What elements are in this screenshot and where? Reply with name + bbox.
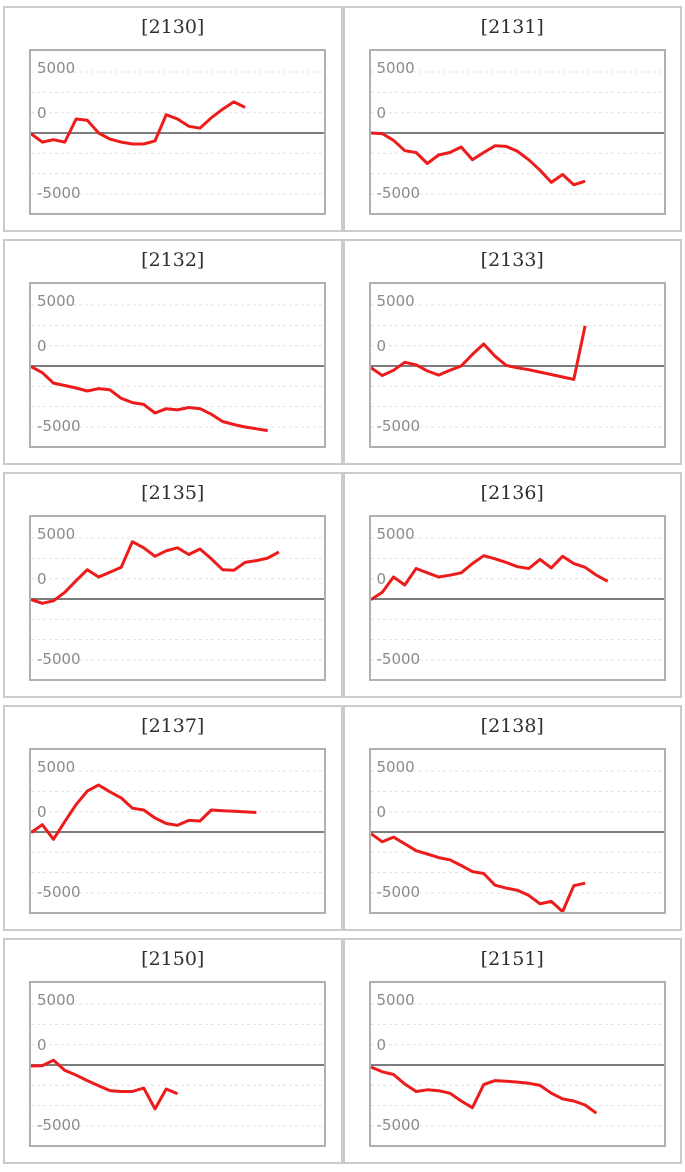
plot-area: 5000 0 -5000: [368, 282, 666, 448]
chart-title: [2151]: [480, 948, 544, 970]
slump-graph: [31, 1003, 324, 1127]
y-tick-label-neg5000: -5000: [376, 650, 421, 668]
panel-row: [2132] 5000 0 -5000 [2133] 5000 0 -5000: [3, 239, 682, 465]
slump-graph: [31, 537, 324, 661]
plot-area: 5000 0 -5000: [368, 515, 666, 681]
y-tick-label-0: 0: [37, 570, 47, 588]
y-tick-label-neg5000: -5000: [37, 184, 81, 202]
y-tick-label-neg5000: -5000: [376, 417, 421, 435]
chart-panel: [2131] 5000 0 -5000: [345, 8, 681, 230]
chart-title: [2136]: [480, 482, 544, 504]
chart-title: [2135]: [141, 482, 205, 504]
panel-row: [2137] 5000 0 -5000 [2138] 5000 0 -5000: [3, 705, 682, 931]
y-tick-label-5000: 5000: [376, 525, 415, 543]
chart-panel: [2132] 5000 0 -5000: [5, 241, 345, 463]
panel-row: [2150] 5000 0 -5000 [2151] 5000 0 -5000: [3, 938, 682, 1164]
chart-title: [2130]: [141, 16, 205, 38]
panel-row: [2135] 5000 0 -5000 [2136] 5000 0 -5000: [3, 472, 682, 698]
y-tick-label-0: 0: [376, 1036, 387, 1054]
slump-graph: [370, 537, 664, 661]
slump-graph: [31, 304, 324, 433]
slump-graph: [31, 71, 324, 195]
y-tick-label-neg5000: -5000: [376, 883, 421, 901]
chart-title: [2150]: [141, 948, 205, 970]
y-tick-label-5000: 5000: [37, 59, 76, 77]
slump-graph: [31, 770, 324, 894]
chart-panel: [2130] 5000 0 -5000: [5, 8, 345, 230]
y-tick-label-0: 0: [37, 803, 47, 821]
slump-graph: [370, 1003, 664, 1127]
slump-graph: [370, 770, 664, 912]
y-tick-label-0: 0: [376, 570, 387, 588]
y-tick-label-neg5000: -5000: [376, 1116, 421, 1134]
chart-panel: [2151] 5000 0 -5000: [345, 940, 681, 1162]
plot-area: 5000 0 -5000: [29, 49, 326, 215]
plot-area: 5000 0 -5000: [29, 981, 326, 1147]
y-tick-label-neg5000: -5000: [37, 1116, 81, 1134]
plot-area: 5000 0 -5000: [29, 282, 326, 448]
chart-panel: [2135] 5000 0 -5000: [5, 474, 345, 696]
chart-title: [2137]: [141, 715, 205, 737]
panel-row: [2130] 5000 0 -5000 [2131] 5000 0 -5000: [3, 6, 682, 232]
y-tick-label-0: 0: [37, 337, 47, 355]
y-tick-label-neg5000: -5000: [376, 184, 421, 202]
slump-graph: [370, 71, 664, 195]
plot-area: 5000 0 -5000: [29, 748, 326, 914]
chart-panel: [2133] 5000 0 -5000: [345, 241, 681, 463]
y-tick-label-5000: 5000: [376, 758, 415, 776]
y-tick-label-neg5000: -5000: [37, 417, 81, 435]
y-tick-label-5000: 5000: [37, 991, 76, 1009]
y-tick-label-5000: 5000: [37, 758, 76, 776]
y-tick-label-0: 0: [37, 104, 47, 122]
y-tick-label-5000: 5000: [376, 991, 415, 1009]
chart-title: [2132]: [141, 249, 205, 271]
chart-panel: [2137] 5000 0 -5000: [5, 707, 345, 929]
chart-title: [2138]: [480, 715, 544, 737]
y-tick-label-5000: 5000: [37, 292, 76, 310]
plot-area: 5000 0 -5000: [368, 748, 666, 914]
chart-panel: [2150] 5000 0 -5000: [5, 940, 345, 1162]
chart-title: [2133]: [480, 249, 544, 271]
chart-panel: [2136] 5000 0 -5000: [345, 474, 681, 696]
slump-graph: [370, 304, 664, 428]
chart-grid: [2130] 5000 0 -5000 [2131] 5000 0 -5000 …: [3, 6, 685, 1164]
y-tick-label-neg5000: -5000: [37, 650, 81, 668]
y-tick-label-0: 0: [376, 803, 387, 821]
y-tick-label-5000: 5000: [37, 525, 76, 543]
chart-panel: [2138] 5000 0 -5000: [345, 707, 681, 929]
plot-area: 5000 0 -5000: [29, 515, 326, 681]
y-tick-label-0: 0: [37, 1036, 47, 1054]
y-tick-label-neg5000: -5000: [37, 883, 81, 901]
y-tick-label-5000: 5000: [376, 292, 415, 310]
y-tick-label-0: 0: [376, 104, 387, 122]
plot-area: 5000 0 -5000: [368, 49, 666, 215]
plot-area: 5000 0 -5000: [368, 981, 666, 1147]
y-tick-label-5000: 5000: [376, 59, 415, 77]
chart-title: [2131]: [480, 16, 544, 38]
y-tick-label-0: 0: [376, 337, 387, 355]
